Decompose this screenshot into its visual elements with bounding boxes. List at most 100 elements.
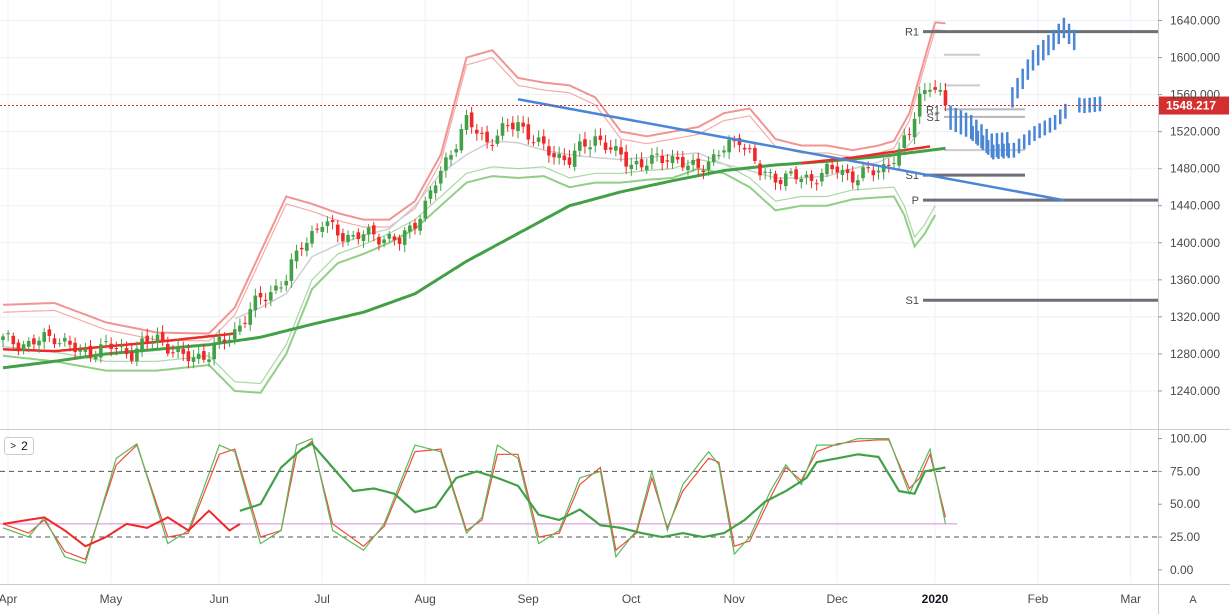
x-tick-label: 2020 [922,592,949,606]
candle-body [351,235,355,237]
candle-body [423,200,428,219]
candle-body [820,172,824,182]
candle-body [155,334,160,343]
candle-body [804,174,809,178]
osc-y-tick-label: 50.00 [1170,497,1200,511]
candle-body [232,329,237,340]
y-tick-label: 1240.000 [1170,384,1220,398]
candle-body [665,160,670,162]
candles [1,79,948,369]
x-tick-label: Jun [209,592,228,606]
candle-body [614,145,618,151]
candle-body [171,352,175,354]
candle-body [933,87,937,90]
candle-body [186,351,191,362]
candle-body [871,170,876,176]
candle-body [866,167,870,169]
candle-body [238,325,242,332]
candle-body [413,222,417,229]
candle-body [480,132,484,134]
candle-body [52,338,57,345]
candle-body [593,136,598,146]
candle-body [418,218,422,231]
candle-body [814,183,819,185]
candle-body [341,233,345,242]
pane-collapse-button[interactable]: > 2 [4,437,34,455]
x-tick-label: Jul [314,592,329,606]
candle-body [655,153,659,155]
x-tick-label: Oct [622,592,641,606]
candle-body [547,146,551,156]
candle-body [459,129,464,151]
candle-body [737,137,742,146]
candle-body [670,156,675,164]
candle-body [572,150,577,167]
candle-body [6,333,10,335]
candle-body [706,161,711,170]
candle-body [78,349,83,352]
candle-body [917,93,922,117]
candle-body [768,172,773,174]
candle-body [505,125,510,127]
candle-body [624,151,628,167]
upper-band-line [2,21,946,335]
candle-body [150,342,155,344]
candle-body [603,142,608,150]
candle-body [536,137,541,142]
x-tick-label: Sep [517,592,539,606]
y-tick-label: 1480.000 [1170,162,1220,176]
y-tick-label: 1280.000 [1170,347,1220,361]
candle-body [490,144,495,147]
candle-body [222,339,227,343]
candle-body [583,139,587,147]
candle-body [433,185,438,194]
candle-body [346,234,350,242]
candle-body [928,89,932,92]
auto-scale-button[interactable]: A [1189,594,1197,606]
candle-body [73,342,77,352]
candle-body [717,155,721,157]
osc-y-tick-label: 0.00 [1170,563,1194,577]
candle-body [511,122,515,130]
candle-body [16,342,21,352]
candle-body [196,353,201,359]
candle-body [794,169,798,180]
candle-body [475,129,479,134]
x-tick-label: Dec [826,592,847,606]
candle-body [166,344,170,354]
candle-body [897,148,901,166]
x-tick-label: Nov [723,592,744,606]
candle-body [876,170,881,173]
candle-body [675,156,680,160]
candle-body [567,157,572,165]
candle-body [57,343,62,345]
pivot-label: R1 [905,27,919,39]
candle-body [114,348,119,350]
y-tick-label: 1400.000 [1170,236,1220,250]
candle-body [11,335,16,345]
candle-body [639,159,644,168]
candle-body [881,164,886,173]
grid [0,0,1158,583]
candle-body [840,169,845,175]
candle-body [135,348,139,362]
x-tick-label: Apr [0,592,17,606]
candle-body [619,147,623,155]
candle-body [516,122,520,132]
candle-body [361,234,366,242]
candle-body [372,225,376,235]
candle-body [799,178,804,183]
candle-body [686,165,690,171]
candle-body [732,140,737,142]
candle-body [634,160,639,165]
candle-body [856,180,860,186]
candle-body [392,236,397,241]
candle-body [907,134,912,136]
pane-number: 2 [21,439,28,453]
candle-body [68,340,72,345]
candle-body [938,90,943,92]
candle-body [335,224,340,236]
y-tick-label: 1560.000 [1170,88,1220,102]
